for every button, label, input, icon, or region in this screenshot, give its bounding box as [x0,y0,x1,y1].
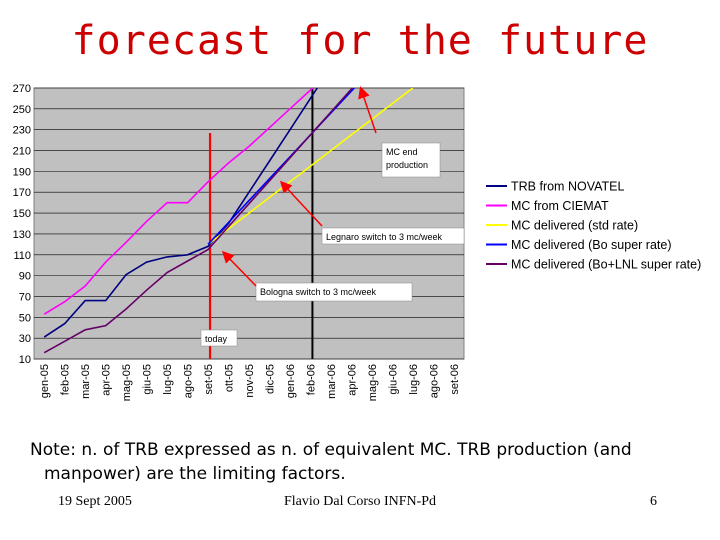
x-tick-label: gen-05 [39,364,51,398]
x-tick-label: feb-05 [60,364,72,395]
annotation-today: today [200,329,238,347]
legend-label: MC from CIEMAT [511,199,609,213]
legend: TRB from NOVATEL MC from CIEMAT MC deliver… [486,180,701,272]
x-tick-label: ago-05 [183,364,195,398]
legend-label: MC delivered (Bo super rate) [511,238,671,252]
x-tick-label: mag-05 [121,364,133,401]
x-tick-label: apr-05 [101,364,113,396]
annotation-bologna: Bologna switch to 3 mc/week [221,250,413,302]
y-tick-label: 90 [19,271,31,283]
y-tick-label: 170 [13,187,31,199]
annotation-legnaro-arrow [279,180,323,227]
page-number: 6 [650,494,657,509]
series-line-mc-delivered-bo-lnl-super-rate- [43,88,354,354]
note-line-1: Note: n. of TRB expressed as n. of equiv… [30,440,632,460]
legend-label: MC delivered (Bo+LNL super rate) [511,258,701,272]
plot-area [33,87,465,360]
annotation-mc-end-line1: MC end [386,147,418,157]
slide-title: forecast for the future [71,18,649,64]
y-tick-label: 190 [13,166,31,178]
y-tick-label: 70 [19,291,31,303]
y-tick-label: 50 [19,312,31,324]
annotation-legnaro-text: Legnaro switch to 3 mc/week [326,232,443,242]
legend-label: TRB from NOVATEL [511,180,624,194]
y-tick-label: 110 [13,250,31,262]
annotation-mc-end-line2: production [386,160,428,170]
footer-author: Flavio Dal Corso INFN-Pd [284,494,437,509]
x-tick-label: giu-06 [387,364,399,395]
legend-label: MC delivered (std rate) [511,219,638,233]
annotation-today-text: today [205,334,228,344]
x-axis-ticks: gen-05 feb-05 mar-05 apr-05 mag-05 giu-05 lug-… [39,364,461,401]
note-text: Note: n. of TRB expressed as n. of equiv… [30,438,700,486]
x-tick-label: ago-06 [428,364,440,398]
annotation-legnaro: Legnaro switch to 3 mc/week [279,180,465,245]
x-tick-label: giu-05 [142,364,154,395]
x-tick-label: apr-06 [346,364,358,396]
chart: 10 30 50 70 90 110 130 150 170 190 210 230 250 270 ge… [13,83,702,401]
y-tick-label: 30 [19,333,31,345]
annotation-mc-end: MC end production [358,86,441,178]
x-tick-label: ott-05 [224,364,236,392]
x-tick-label: nov-05 [244,364,256,398]
x-tick-label: gen-06 [285,364,297,398]
x-tick-label: mar-06 [326,364,338,399]
series-lines [43,88,414,354]
x-tick-label: mag-06 [367,364,379,401]
x-tick-label: set-05 [203,364,215,395]
y-tick-label: 10 [19,354,31,366]
series-line-mc-delivered-std-rate- [207,88,414,245]
y-tick-label: 130 [13,229,31,241]
x-tick-label: feb-06 [305,364,317,395]
series-line-mc-from-ciemat [43,88,314,315]
y-axis-ticks: 10 30 50 70 90 110 130 150 170 190 210 230 250 270 [13,83,31,366]
x-tick-label: lug-05 [162,364,174,395]
y-tick-label: 150 [13,208,31,220]
x-tick-label: set-06 [449,364,461,395]
y-tick-label: 270 [13,83,31,95]
x-tick-label: mar-05 [80,364,92,399]
footer-date: 19 Sept 2005 [58,494,132,509]
series-line-trb-from-novatel [43,88,319,338]
annotation-bologna-text: Bologna switch to 3 mc/week [260,287,377,297]
y-tick-label: 250 [13,104,31,116]
x-tick-label: lug-06 [408,364,420,395]
x-tick-label: dic-05 [264,364,276,394]
y-tick-label: 210 [13,146,31,158]
annotation-bologna-arrow [221,250,257,287]
note-line-2: manpower) are the limiting factors. [44,464,346,484]
annotation-mc-end-arrow [358,86,377,134]
y-tick-label: 230 [13,125,31,137]
